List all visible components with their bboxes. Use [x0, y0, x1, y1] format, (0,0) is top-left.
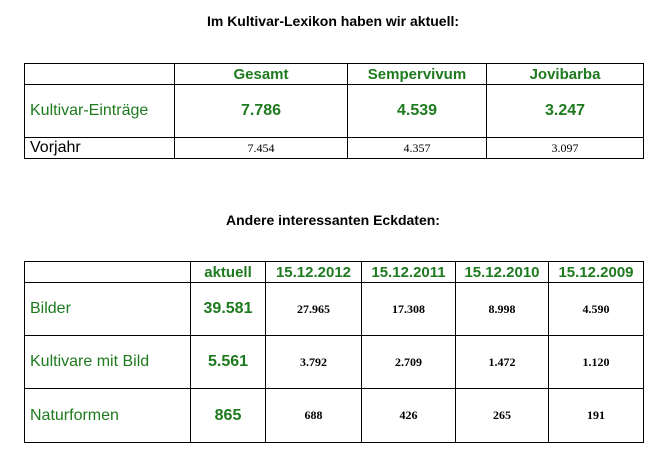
header-row: aktuell 15.12.2012 15.12.2011 15.12.2010 15.… — [24, 261, 644, 283]
corner-cell — [24, 63, 175, 85]
header-cell: 15.12.2012 — [265, 261, 362, 283]
header-cell: aktuell — [190, 261, 266, 283]
cell: 3.097 — [486, 137, 644, 159]
table: aktuell 15.12.2012 15.12.2011 15.12.2010 15.… — [24, 261, 644, 443]
cell: 865 — [190, 388, 266, 443]
title: Im Kultivar-Lexikon haben wir aktuell: — [206, 13, 460, 29]
row-label: Kultivare mit Bild — [24, 335, 191, 389]
cell: 1.120 — [548, 335, 644, 389]
row: Bilder 39.581 27.965 17.308 8.998 4.590 — [24, 282, 644, 336]
cell: 4.590 — [548, 282, 644, 336]
cell: 426 — [361, 388, 456, 443]
cell: 8.998 — [455, 282, 549, 336]
header-cell: Gesamt — [174, 63, 348, 85]
cell: 4.539 — [347, 84, 487, 138]
corner-cell — [24, 261, 191, 283]
row: Naturformen 865 688 426 265 191 — [24, 388, 644, 443]
row: Kultivare mit Bild 5.561 3.792 2.709 1.472 1.… — [24, 335, 644, 389]
cell: 688 — [265, 388, 362, 443]
cell: 3.247 — [486, 84, 644, 138]
cell: 2.709 — [361, 335, 456, 389]
header-cell: Sempervivum — [347, 63, 487, 85]
cell: 27.965 — [265, 282, 362, 336]
cell: 265 — [455, 388, 549, 443]
header-cell: 15.12.2010 — [455, 261, 549, 283]
cell: 191 — [548, 388, 644, 443]
title: Andere interessanten Eckdaten: — [226, 212, 440, 228]
cell: 3.792 — [265, 335, 362, 389]
table: Gesamt Sempervivum Jovibarba Kultivar-Eintr… — [24, 63, 644, 159]
row-label: Naturformen — [24, 388, 191, 443]
header-cell: 15.12.2009 — [548, 261, 644, 283]
row-label: Bilder — [24, 282, 191, 336]
cell: 39.581 — [190, 282, 266, 336]
header-cell: Jovibarba — [486, 63, 644, 85]
row: Vorjahr 7.454 4.357 3.097 — [24, 137, 644, 159]
header-row: Gesamt Sempervivum Jovibarba — [24, 63, 644, 85]
cell: 1.472 — [455, 335, 549, 389]
cell: 7.454 — [174, 137, 348, 159]
cell: 5.561 — [190, 335, 266, 389]
cell: 17.308 — [361, 282, 456, 336]
cell: 4.357 — [347, 137, 487, 159]
row: Kultivar-Einträge 7.786 4.539 3.247 — [24, 84, 644, 138]
row-label: Vorjahr — [24, 137, 175, 159]
header-cell: 15.12.2011 — [361, 261, 456, 283]
row-label: Kultivar-Einträge — [24, 84, 175, 138]
cell: 7.786 — [174, 84, 348, 138]
